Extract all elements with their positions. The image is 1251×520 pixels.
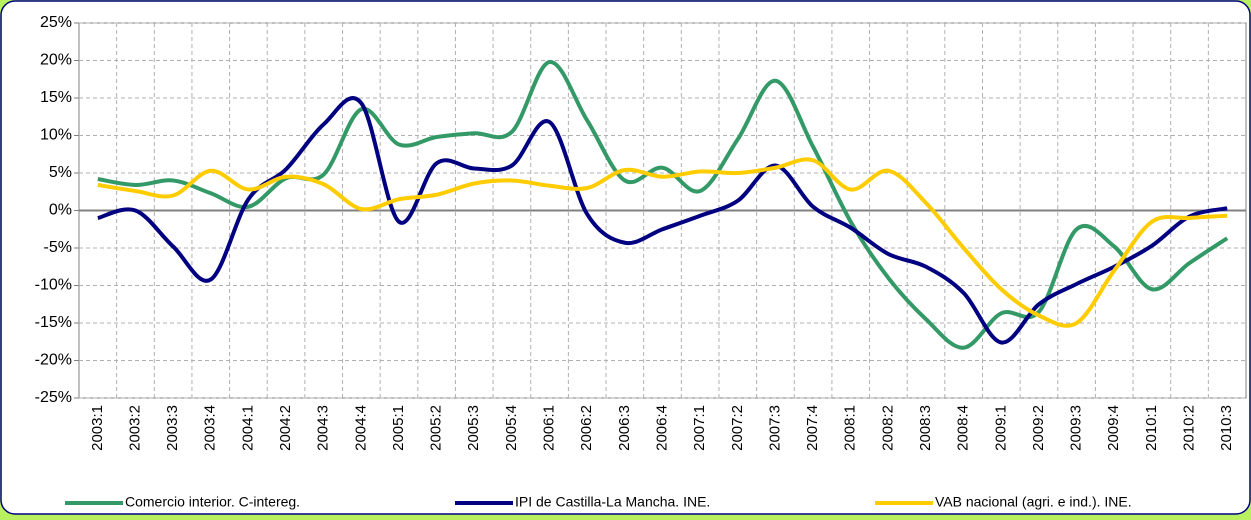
y-tick-label: 20% <box>40 52 72 69</box>
x-tick-label: 2003:1 <box>89 405 106 451</box>
x-tick-label: 2005:1 <box>390 405 407 451</box>
x-tick-label: 2004:3 <box>315 405 332 451</box>
x-tick-label: 2009:4 <box>1105 405 1122 451</box>
x-tick-label: 2008:1 <box>842 405 859 451</box>
x-tick-label: 2003:2 <box>126 405 143 451</box>
x-tick-label: 2006:3 <box>616 405 633 451</box>
legend-label: Comercio interior. C-intereg. <box>125 494 300 510</box>
x-tick-label: 2008:3 <box>917 405 934 451</box>
x-tick-label: 2006:2 <box>578 405 595 451</box>
x-tick-label: 2010:1 <box>1143 405 1160 451</box>
y-tick-label: 25% <box>40 14 72 31</box>
y-tick-label: -20% <box>35 352 72 369</box>
y-tick-label: -10% <box>35 277 72 294</box>
x-tick-label: 2010:2 <box>1181 405 1198 451</box>
y-tick-label: 0% <box>49 202 72 219</box>
x-tick-label: 2005:3 <box>465 405 482 451</box>
x-tick-label: 2007:3 <box>766 405 783 451</box>
y-tick-label: 15% <box>40 89 72 106</box>
x-tick-label: 2008:4 <box>955 405 972 451</box>
y-tick-label: -15% <box>35 314 72 331</box>
x-tick-label: 2009:2 <box>1030 405 1047 451</box>
x-tick-label: 2005:4 <box>503 405 520 451</box>
y-tick-label: 5% <box>49 164 72 181</box>
y-tick-label: -5% <box>44 239 72 256</box>
x-tick-label: 2004:2 <box>277 405 294 451</box>
line-series <box>97 157 1228 328</box>
legend-label: IPI de Castilla-La Mancha. INE. <box>515 494 710 510</box>
x-tick-label: 2006:1 <box>541 405 558 451</box>
x-tick-label: 2005:2 <box>428 405 445 451</box>
x-tick-label: 2007:4 <box>804 405 821 451</box>
y-tick-label: -25% <box>35 389 72 406</box>
x-tick-label: 2010:3 <box>1218 405 1235 451</box>
x-tick-label: 2009:3 <box>1068 405 1085 451</box>
x-tick-label: 2007:2 <box>729 405 746 451</box>
x-tick-label: 2004:4 <box>352 405 369 451</box>
x-tick-label: 2004:1 <box>239 405 256 451</box>
x-tick-label: 2003:4 <box>202 405 219 451</box>
x-tick-label: 2003:3 <box>164 405 181 451</box>
legend-label: VAB nacional (agri. e ind.). INE. <box>935 494 1132 510</box>
x-tick-label: 2006:4 <box>653 405 670 451</box>
x-tick-label: 2009:1 <box>992 405 1009 451</box>
x-tick-label: 2007:1 <box>691 405 708 451</box>
x-tick-label: 2008:2 <box>879 405 896 451</box>
y-tick-label: 10% <box>40 127 72 144</box>
